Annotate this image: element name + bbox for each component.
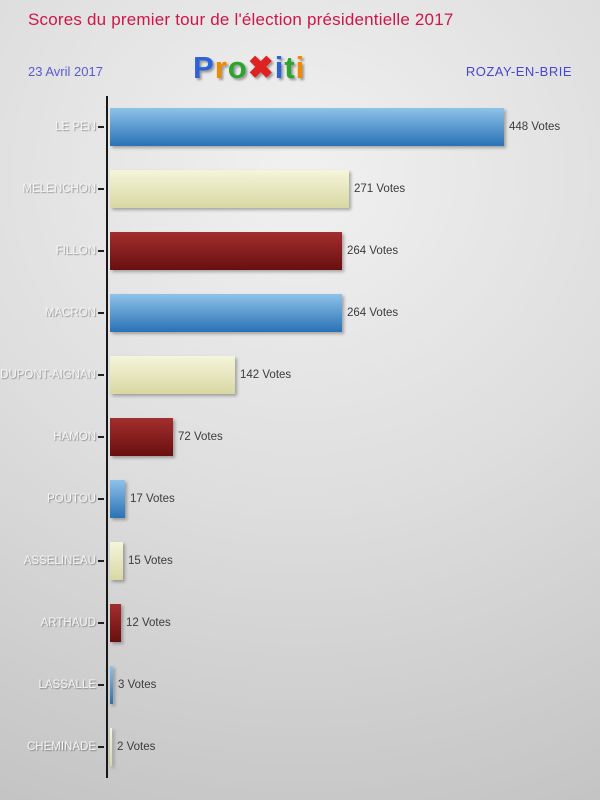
- chart-row: LE PEN 448 Votes: [0, 96, 600, 158]
- bar-value: 271 Votes: [354, 183, 406, 195]
- bar-label: DUPONT-AIGNAN: [0, 369, 96, 381]
- chart-row: ASSELINEAU 15 Votes: [0, 530, 600, 592]
- chart-row: FILLON 264 Votes: [0, 220, 600, 282]
- date-label: 23 Avril 2017: [28, 64, 103, 79]
- bar-label: POUTOU: [47, 493, 96, 505]
- bar: [110, 170, 349, 208]
- bar-wrap: 15 Votes: [110, 530, 173, 592]
- bar-label: MELENCHON: [22, 183, 96, 195]
- chart-row: HAMON 72 Votes: [0, 406, 600, 468]
- logo-letter: P: [193, 50, 215, 85]
- bar-value: 12 Votes: [126, 617, 171, 629]
- bar: [110, 480, 125, 518]
- bar: [110, 108, 504, 146]
- bar-label: LASSALLE: [38, 679, 96, 691]
- axis-tick: [98, 374, 104, 376]
- bar: [110, 418, 173, 456]
- subheader: 23 Avril 2017 Pro✖iti ROZAY-EN-BRIE: [0, 50, 600, 92]
- chart-row: DUPONT-AIGNAN 142 Votes: [0, 344, 600, 406]
- page-title: Scores du premier tour de l'élection pré…: [28, 10, 454, 29]
- axis-tick: [98, 684, 104, 686]
- bar-chart: LE PEN 448 Votes MELENCHON 271 Votes FILLON 2…: [0, 96, 600, 778]
- chart-rows: LE PEN 448 Votes MELENCHON 271 Votes FILLON 2…: [0, 96, 600, 778]
- axis-tick: [98, 188, 104, 190]
- axis-tick: [98, 560, 104, 562]
- chart-row: MELENCHON 271 Votes: [0, 158, 600, 220]
- bar-value: 72 Votes: [178, 431, 223, 443]
- bar-value: 15 Votes: [128, 555, 173, 567]
- axis-tick: [98, 498, 104, 500]
- chart-row: MACRON 264 Votes: [0, 282, 600, 344]
- bar: [110, 542, 123, 580]
- bar-wrap: 3 Votes: [110, 654, 156, 716]
- logo-letter: i: [274, 50, 285, 85]
- bar: [110, 728, 112, 766]
- axis-tick: [98, 746, 104, 748]
- chart-row: POUTOU 17 Votes: [0, 468, 600, 530]
- city-label: ROZAY-EN-BRIE: [465, 64, 572, 79]
- bar-label: LE PEN: [55, 121, 96, 133]
- y-axis-line: [106, 96, 108, 778]
- axis-tick: [98, 126, 104, 128]
- axis-tick: [98, 312, 104, 314]
- chart-row: LASSALLE 3 Votes: [0, 654, 600, 716]
- chart-row: ARTHAUD 12 Votes: [0, 592, 600, 654]
- chart-row: CHEMINADE 2 Votes: [0, 716, 600, 778]
- bar-wrap: 271 Votes: [110, 158, 405, 220]
- logo-letter: r: [214, 50, 228, 85]
- bar-wrap: 264 Votes: [110, 282, 398, 344]
- bar-value: 2 Votes: [117, 741, 156, 753]
- axis-tick: [98, 622, 104, 624]
- bar-label: FILLON: [55, 245, 96, 257]
- bar-wrap: 142 Votes: [110, 344, 291, 406]
- bar-value: 3 Votes: [118, 679, 157, 691]
- logo-letter: i: [295, 50, 306, 85]
- bar-wrap: 12 Votes: [110, 592, 171, 654]
- bar-value: 17 Votes: [130, 493, 175, 505]
- bar-label: CHEMINADE: [26, 741, 96, 753]
- logo-letter: o: [227, 50, 248, 85]
- proxiti-logo: Pro✖iti: [193, 50, 305, 86]
- bar: [110, 356, 235, 394]
- logo-letter: ✖: [247, 50, 275, 85]
- bar: [110, 294, 342, 332]
- bar-wrap: 17 Votes: [110, 468, 175, 530]
- bar: [110, 604, 121, 642]
- bar-value: 264 Votes: [347, 245, 399, 257]
- axis-tick: [98, 250, 104, 252]
- bar: [110, 232, 342, 270]
- bar-value: 264 Votes: [347, 307, 399, 319]
- bar: [110, 666, 113, 704]
- bar-value: 448 Votes: [509, 121, 561, 133]
- bar-wrap: 2 Votes: [110, 716, 155, 778]
- axis-tick: [98, 436, 104, 438]
- bar-value: 142 Votes: [240, 369, 292, 381]
- bar-label: MACRON: [44, 307, 96, 319]
- bar-wrap: 72 Votes: [110, 406, 223, 468]
- logo-letter: t: [284, 50, 296, 85]
- bar-label: ASSELINEAU: [23, 555, 96, 567]
- bar-wrap: 264 Votes: [110, 220, 398, 282]
- bar-label: HAMON: [53, 431, 96, 443]
- bar-label: ARTHAUD: [40, 617, 96, 629]
- bar-wrap: 448 Votes: [110, 96, 560, 158]
